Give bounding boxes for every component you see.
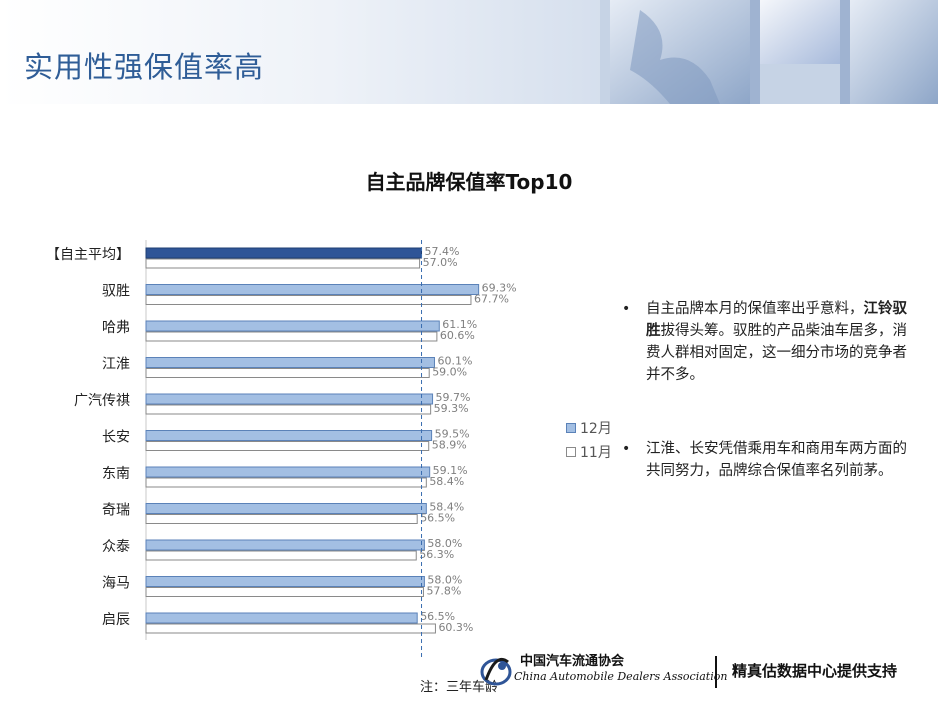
category-label: 启辰: [102, 612, 130, 628]
bar-nov: [145, 258, 421, 269]
data-label-nov: 57.0%: [423, 256, 458, 269]
bar-nov: [145, 477, 427, 488]
bar-dec: [145, 320, 440, 332]
bullet-item-1: 自主品牌本月的保值率出乎意料，江铃驭胜拔得头筹。驭胜的产品柴油车居多，消费人群相…: [620, 298, 910, 386]
bullet-item-2: 江淮、长安凭借乘用车和商用车两方面的共同努力，品牌综合保值率名列前茅。: [620, 438, 910, 482]
data-label-dec: 60.1%: [437, 355, 472, 368]
bar-nov: [145, 587, 424, 597]
data-label-dec: 58.4%: [429, 501, 464, 514]
data-label-nov: 60.3%: [438, 621, 473, 634]
category-label: 哈弗: [102, 320, 130, 336]
category-label: 海马: [102, 576, 130, 592]
footer-divider: [715, 656, 717, 688]
footer-support-text: 精真估数据中心提供支持: [732, 662, 898, 680]
bullet-1-text-bold: 江铃驭胜: [646, 301, 907, 339]
header-banner: 实用性强保值率高: [0, 0, 938, 104]
legend-swatch-nov: [566, 447, 576, 457]
category-label: 众泰: [102, 539, 130, 555]
bullet-1-text-a: 自主品牌本月的保值率出乎意料，: [646, 301, 864, 317]
logo-text-en: China Automobile Dealers Association: [514, 670, 728, 683]
chart-legend: 12月 11月: [566, 416, 612, 464]
bullet-2-text: 江淮、长安凭借乘用车和商用车两方面的共同努力，品牌综合保值率名列前茅。: [646, 441, 907, 479]
chart-title: 自主品牌保值率Top10: [365, 170, 573, 194]
data-label-dec: 61.1%: [442, 318, 477, 331]
data-label-dec: 59.7%: [436, 391, 471, 404]
bar-nov: [145, 514, 418, 524]
category-label: 奇瑞: [102, 502, 130, 519]
category-label: 驭胜: [102, 284, 130, 300]
bar-dec: [145, 612, 418, 624]
data-label-nov: 58.9%: [432, 439, 467, 452]
bar-chart: 【自主平均】 57.4%57.0% 驭胜 69.3%67.7% 哈弗 61.1%60.6%…: [46, 240, 517, 660]
data-label-nov: 56.3%: [419, 548, 454, 561]
data-label-nov: 59.0%: [432, 366, 467, 379]
bar-nov: [145, 623, 436, 634]
bar-dec: [145, 357, 435, 368]
legend-item-dec: 12月: [566, 416, 612, 440]
data-label-dec: 69.3%: [482, 282, 517, 295]
bar-dec: [145, 247, 423, 259]
bar-nov: [145, 295, 472, 305]
logo-text-cn: 中国汽车流通协会: [520, 654, 625, 669]
data-label-dec: 58.0%: [427, 537, 462, 550]
bar-dec: [145, 393, 434, 405]
bar-nov: [145, 550, 417, 561]
cubes-background-art: [600, 0, 938, 104]
legend-label-nov: 11月: [580, 445, 612, 461]
bar-nov: [145, 368, 430, 378]
data-label-dec: 56.5%: [420, 610, 455, 623]
category-label: 东南: [102, 466, 130, 482]
page-title: 实用性强保值率高: [24, 50, 265, 84]
category-label: 【自主平均】: [46, 247, 130, 263]
data-label-nov: 57.8%: [426, 585, 461, 598]
footnote: 注：三年车龄: [420, 680, 499, 695]
association-logo: 中国汽车流通协会 China Automobile Dealers Associ…: [478, 648, 727, 692]
bar-dec: [145, 284, 480, 295]
data-label-nov: 60.6%: [440, 329, 475, 342]
category-label: 广汽传祺: [74, 393, 130, 409]
data-label-dec: 59.1%: [433, 464, 468, 477]
data-label-dec: 57.4%: [425, 245, 460, 258]
bar-dec: [145, 576, 425, 587]
association-emblem-icon: [480, 657, 512, 686]
bar-nov: [145, 331, 438, 342]
category-label: 长安: [102, 430, 130, 446]
data-label-nov: 58.4%: [429, 475, 464, 488]
legend-swatch-dec: [566, 423, 576, 433]
category-label: 江淮: [102, 357, 130, 373]
legend-item-nov: 11月: [566, 440, 612, 464]
bar-dec: [145, 430, 433, 441]
bar-dec: [145, 466, 431, 478]
bar-dec: [145, 503, 427, 514]
commentary-bullets: 自主品牌本月的保值率出乎意料，江铃驭胜拔得头筹。驭胜的产品柴油车居多，消费人群相…: [620, 298, 910, 482]
data-label-dec: 58.0%: [427, 574, 462, 587]
bar-nov: [145, 441, 430, 451]
bullet-1-text-b: 拔得头筹。驭胜的产品柴油车居多，消费人群相对固定，这一细分市场的竞争者并不多。: [646, 323, 907, 383]
data-label-nov: 59.3%: [434, 402, 469, 415]
data-label-dec: 59.5%: [435, 428, 470, 441]
data-label-nov: 67.7%: [474, 293, 509, 306]
bar-nov: [145, 404, 432, 415]
bar-dec: [145, 539, 425, 551]
data-label-nov: 56.5%: [420, 512, 455, 525]
legend-label-dec: 12月: [580, 421, 612, 437]
